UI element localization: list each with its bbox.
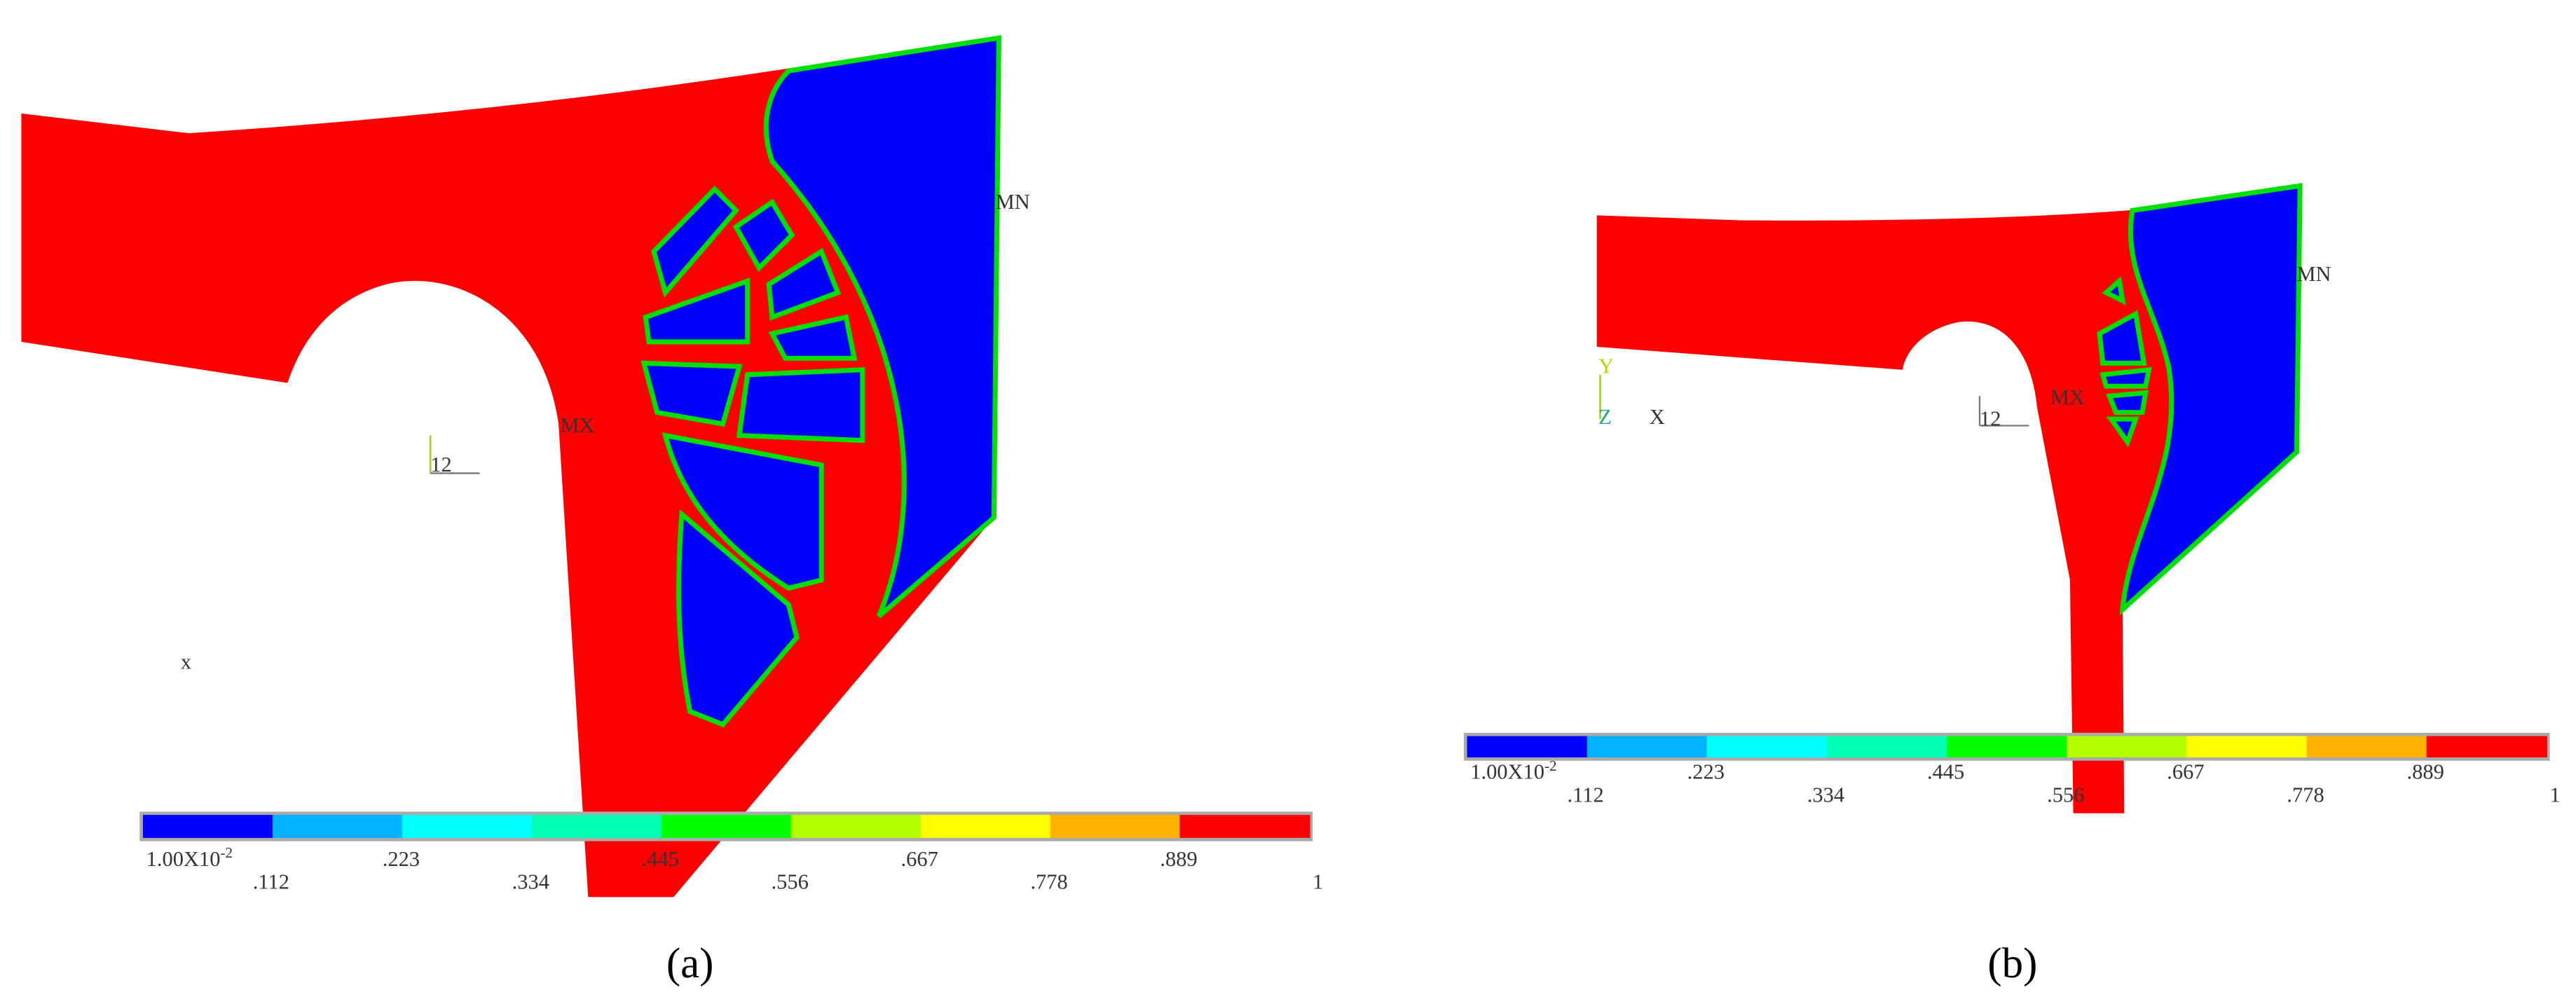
colorbar-label: .223 bbox=[1687, 760, 1725, 784]
colorbar-label: .112 bbox=[253, 870, 289, 894]
colorbar: 1.00X10-2 .112 .223 .334 .445 .556 .667 .778 .88… bbox=[1463, 732, 2561, 806]
colorbar-label: .778 bbox=[2287, 783, 2324, 806]
mn-label: MN bbox=[996, 190, 1030, 214]
void bbox=[2106, 416, 2139, 448]
void bbox=[2097, 310, 2147, 366]
colorbar-label: .889 bbox=[1160, 847, 1197, 871]
colorbar-segment bbox=[661, 815, 792, 838]
void bbox=[736, 367, 865, 443]
colorbar-segment bbox=[2306, 736, 2427, 758]
colorbar-label: .445 bbox=[1927, 760, 1964, 784]
colorbar-label: 1 bbox=[1313, 870, 1323, 894]
colorbar-label: 1.00X10-2 bbox=[1470, 757, 1556, 784]
panel-b: MN MX 12 Y Z X (b) bbox=[1596, 183, 2331, 987]
colorbar-label: .667 bbox=[2167, 760, 2204, 784]
colorbar-segment bbox=[1467, 736, 1588, 758]
void-region bbox=[2119, 183, 2303, 616]
colorbar-segment bbox=[2426, 736, 2547, 758]
colorbar-segment bbox=[402, 815, 533, 838]
axis-label: Z bbox=[1598, 405, 1612, 429]
void bbox=[2099, 366, 2152, 389]
void-region bbox=[763, 35, 1001, 619]
label-mantissa: 1.00X10 bbox=[146, 847, 221, 871]
void bbox=[2106, 390, 2149, 415]
void bbox=[768, 314, 858, 361]
node-label: 12 bbox=[430, 453, 451, 476]
label-mantissa: 1.00X10 bbox=[1470, 760, 1544, 784]
mx-label: MX bbox=[2050, 385, 2085, 409]
void bbox=[732, 198, 795, 273]
colorbar-segment bbox=[272, 815, 404, 838]
colorbar-segment bbox=[1050, 815, 1181, 838]
colorbar-segment bbox=[1706, 736, 1828, 758]
caption: (a) bbox=[666, 940, 714, 987]
colorbar-segment bbox=[1587, 736, 1708, 758]
void bbox=[662, 432, 824, 591]
colorbar-segment bbox=[1947, 736, 2068, 758]
void bbox=[766, 247, 842, 321]
colorbar-segment bbox=[1179, 815, 1310, 838]
caption: (b) bbox=[1987, 940, 2037, 987]
colorbar-label: .223 bbox=[383, 847, 420, 871]
colorbar-segment bbox=[142, 815, 274, 838]
node-label: 12 bbox=[1980, 406, 2001, 430]
axis-label: X bbox=[1650, 405, 1665, 429]
colorbar-label: 1.00X10-2 bbox=[146, 844, 233, 871]
mx-label: MX bbox=[560, 413, 594, 437]
void bbox=[2102, 276, 2126, 305]
void bbox=[676, 509, 800, 728]
colorbar-segment bbox=[790, 815, 922, 838]
panel-a: MN MX 12 x (a) bbox=[21, 35, 1030, 987]
colorbar-segment bbox=[2067, 736, 2188, 758]
colorbar-label: .334 bbox=[1807, 783, 1844, 806]
mn-label: MN bbox=[2296, 262, 2331, 286]
colorbar-label: .556 bbox=[2047, 783, 2084, 806]
colorbar: 1.00X10-2 .112 .223 .334 .445 .556 .667 .778 .88… bbox=[139, 811, 1323, 894]
colorbar-segment bbox=[1826, 736, 1948, 758]
void bbox=[651, 185, 740, 298]
colorbar-label: .556 bbox=[772, 870, 809, 894]
void bbox=[640, 360, 743, 427]
colorbar-segment bbox=[531, 815, 662, 838]
label-exponent: -2 bbox=[1544, 757, 1557, 774]
colorbar-label: .889 bbox=[2407, 760, 2444, 784]
axis-label: Y bbox=[1598, 354, 1614, 378]
void bbox=[643, 277, 751, 345]
colorbar-segment bbox=[2186, 736, 2308, 758]
axis-label: x bbox=[181, 649, 191, 673]
colorbar-label: .112 bbox=[1568, 783, 1604, 806]
colorbar-label: .667 bbox=[901, 847, 938, 871]
colorbar-label: 1 bbox=[2549, 783, 2560, 806]
label-exponent: -2 bbox=[220, 844, 233, 861]
colorbar-label: .778 bbox=[1030, 870, 1067, 894]
colorbar-label: .445 bbox=[642, 847, 679, 871]
colorbar-segment bbox=[920, 815, 1051, 838]
colorbar-label: .334 bbox=[512, 870, 549, 894]
